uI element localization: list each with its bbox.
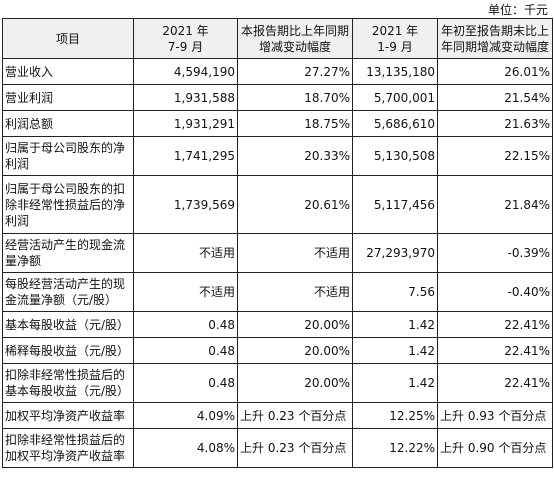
header-ytd-line1: 2021 年: [371, 23, 419, 38]
cell-ytd-change: 上升 0.93 个百分点: [437, 402, 553, 429]
row-label: 扣除非经常性损益后的加权平均净资产收益率: [2, 428, 134, 468]
cell-q3-change: 20.00%: [237, 337, 353, 364]
cell-q3-change: 20.00%: [237, 363, 353, 403]
cell-q3: 1,741,295: [133, 136, 238, 176]
table-row: 扣除非经常性损益后的基本每股收益（元/股） 0.48 20.00% 1.42 2…: [2, 363, 553, 403]
row-label: 加权平均净资产收益率: [2, 402, 134, 429]
table-row: 营业收入 4,594,190 27.27% 13,135,180 26.01%: [2, 58, 553, 85]
cell-ytd: 5,686,610: [352, 110, 438, 137]
row-label: 营业收入: [2, 58, 134, 85]
cell-q3: 1,931,291: [133, 110, 238, 137]
cell-ytd-change: -0.40%: [437, 272, 553, 312]
cell-q3-change: 20.33%: [237, 136, 353, 176]
cell-ytd: 1.42: [352, 337, 438, 364]
cell-ytd-change: 22.41%: [437, 337, 553, 364]
cell-ytd-change: -0.39%: [437, 233, 553, 273]
financial-table: 项目 2021 年 7-9 月 本报告期比上年同期增减变动幅度 2021 年 1…: [2, 18, 553, 468]
cell-q3-change: 18.70%: [237, 84, 353, 111]
cell-q3: 不适用: [133, 272, 238, 312]
cell-ytd-change: 22.41%: [437, 311, 553, 338]
unit-label: 单位：千元: [487, 3, 548, 17]
cell-ytd: 7.56: [352, 272, 438, 312]
cell-ytd: 27,293,970: [352, 233, 438, 273]
cell-ytd-change: 22.15%: [437, 136, 553, 176]
cell-q3-change: 不适用: [237, 272, 353, 312]
row-label: 每股经营活动产生的现金流量净额（元/股）: [2, 272, 134, 312]
cell-ytd-change: 上升 0.90 个百分点: [437, 428, 553, 468]
cell-q3-change: 20.61%: [237, 175, 353, 234]
table-row: 每股经营活动产生的现金流量净额（元/股） 不适用 不适用 7.56 -0.40%: [2, 272, 553, 312]
cell-ytd: 5,117,456: [352, 175, 438, 234]
cell-ytd-change: 26.01%: [437, 58, 553, 85]
header-row: 项目 2021 年 7-9 月 本报告期比上年同期增减变动幅度 2021 年 1…: [2, 18, 553, 59]
cell-q3: 0.48: [133, 337, 238, 364]
cell-ytd-change: 21.63%: [437, 110, 553, 137]
cell-q3-change: 27.27%: [237, 58, 353, 85]
cell-ytd: 12.25%: [352, 402, 438, 429]
cell-q3: 不适用: [133, 233, 238, 273]
table-row: 基本每股收益（元/股） 0.48 20.00% 1.42 22.41%: [2, 311, 553, 338]
table-row: 加权平均净资产收益率 4.09% 上升 0.23 个百分点 12.25% 上升 …: [2, 402, 553, 429]
cell-ytd-change: 21.54%: [437, 84, 553, 111]
table-row: 扣除非经常性损益后的加权平均净资产收益率 4.08% 上升 0.23 个百分点 …: [2, 428, 553, 468]
cell-q3: 4,594,190: [133, 58, 238, 85]
row-label: 经营活动产生的现金流量净额: [2, 233, 134, 273]
cell-q3-change: 不适用: [237, 233, 353, 273]
cell-ytd: 5,130,508: [352, 136, 438, 176]
cell-ytd: 13,135,180: [352, 58, 438, 85]
table-row: 经营活动产生的现金流量净额 不适用 不适用 27,293,970 -0.39%: [2, 233, 553, 273]
cell-q3: 4.09%: [133, 402, 238, 429]
cell-ytd: 12.22%: [352, 428, 438, 468]
table-row: 营业利润 1,931,588 18.70% 5,700,001 21.54%: [2, 84, 553, 111]
cell-q3: 0.48: [133, 363, 238, 403]
header-ytd-line2: 1-9 月: [377, 39, 413, 54]
table-row: 利润总额 1,931,291 18.75% 5,686,610 21.63%: [2, 110, 553, 137]
header-ytd: 2021 年 1-9 月: [352, 18, 438, 59]
header-q3-change: 本报告期比上年同期增减变动幅度: [237, 18, 353, 59]
header-q3-line2: 7-9 月: [167, 39, 204, 54]
cell-q3: 1,931,588: [133, 84, 238, 111]
header-ytd-change: 年初至报告期末比上年同期增减变动幅度: [437, 18, 553, 59]
row-label: 归属于母公司股东的扣除非经常性损益后的净利润: [2, 175, 134, 234]
table-row: 归属于母公司股东的净利润 1,741,295 20.33% 5,130,508 …: [2, 136, 553, 176]
cell-ytd-change: 22.41%: [437, 363, 553, 403]
header-q3-line1: 2021 年: [162, 23, 209, 38]
cell-q3-change: 18.75%: [237, 110, 353, 137]
cell-q3: 0.48: [133, 311, 238, 338]
table-row: 归属于母公司股东的扣除非经常性损益后的净利润 1,739,569 20.61% …: [2, 175, 553, 234]
row-label: 基本每股收益（元/股）: [2, 311, 134, 338]
cell-q3: 1,739,569: [133, 175, 238, 234]
cell-q3-change: 上升 0.23 个百分点: [237, 402, 353, 429]
cell-q3: 4.08%: [133, 428, 238, 468]
header-item: 项目: [2, 18, 134, 59]
row-label: 扣除非经常性损益后的基本每股收益（元/股）: [2, 363, 134, 403]
row-label: 稀释每股收益（元/股）: [2, 337, 134, 364]
header-q3: 2021 年 7-9 月: [133, 18, 238, 59]
cell-ytd-change: 21.84%: [437, 175, 553, 234]
row-label: 营业利润: [2, 84, 134, 111]
cell-q3-change: 上升 0.23 个百分点: [237, 428, 353, 468]
table-row: 稀释每股收益（元/股） 0.48 20.00% 1.42 22.41%: [2, 337, 553, 364]
cell-ytd: 1.42: [352, 363, 438, 403]
cell-q3-change: 20.00%: [237, 311, 353, 338]
row-label: 归属于母公司股东的净利润: [2, 136, 134, 176]
cell-ytd: 1.42: [352, 311, 438, 338]
row-label: 利润总额: [2, 110, 134, 137]
cell-ytd: 5,700,001: [352, 84, 438, 111]
